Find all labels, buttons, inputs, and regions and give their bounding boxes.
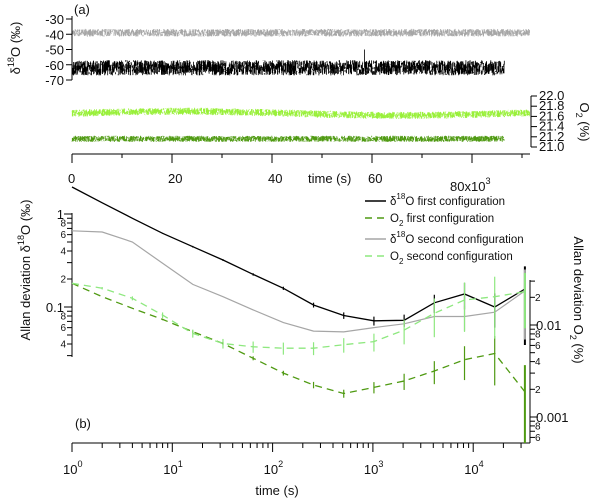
x-tick-label: 0 xyxy=(68,171,75,186)
x-tick-label: 101​ xyxy=(163,459,183,477)
trace-series-0 xyxy=(71,28,530,37)
left-y-axis-label: δ18O (‰) xyxy=(6,22,23,75)
right-y-tick-label: 21.2 xyxy=(539,129,564,144)
right-y-tick-label: 0.01 xyxy=(536,318,561,333)
panel-label: (a) xyxy=(74,2,90,17)
x-tick-label: 103​ xyxy=(364,459,384,477)
legend-label: δ18O second configuration xyxy=(390,230,524,246)
right-y-axis-label: Allan deviation O2​ (%) xyxy=(568,236,586,363)
x-tick-label: 100​ xyxy=(63,459,83,477)
x-tick-label: 80x103​ xyxy=(450,176,491,194)
right-y-tick-label: 4 xyxy=(535,357,541,368)
right-y-tick-label: 6 xyxy=(535,341,541,352)
trace-series-2 xyxy=(71,107,530,119)
left-y-tick-label: -70 xyxy=(45,73,64,88)
right-y-tick-label: 8 xyxy=(535,421,541,432)
left-y-tick-label: 8 xyxy=(60,219,66,230)
right-y-tick-label: 6 xyxy=(535,433,541,444)
legend-label: O2​ second configuration xyxy=(390,251,513,266)
legend: δ18O first configuration O2​ first config… xyxy=(365,192,524,266)
series-line-1 xyxy=(71,282,526,395)
panel-a: 0 20 40 60 80x103​ time (s) -30-40-50-60-70 δ18… xyxy=(6,2,592,194)
right-y-tick-label: 8 xyxy=(535,329,541,340)
x-axis-label: time (s) xyxy=(308,171,351,186)
legend-label: O2​ first configuration xyxy=(390,213,494,228)
x-tick-label: 20 xyxy=(168,171,182,186)
x-tick-label: 104​ xyxy=(464,459,484,477)
left-y-tick-label: 6 xyxy=(60,323,66,334)
right-y-tick-label: 21.8 xyxy=(539,98,564,113)
x-tick-label: 60 xyxy=(368,171,382,186)
left-y-tick-label: 1 xyxy=(57,207,64,222)
trace-series-1 xyxy=(71,49,505,76)
left-y-tick-label: 8 xyxy=(60,312,66,323)
left-y-tick-label: 0.1 xyxy=(46,300,64,315)
left-y-tick-label: -40 xyxy=(45,27,64,42)
x-axis-label: time (s) xyxy=(255,483,298,498)
right-y-axis-label: O2​ (%) xyxy=(574,102,592,141)
right-y-tick-label: 21.6 xyxy=(539,108,564,123)
left-y-tick-label: -50 xyxy=(45,43,64,58)
series-line-0 xyxy=(71,186,526,322)
right-y-tick-label: 0.001 xyxy=(536,410,569,425)
right-y-tick-label: 2 xyxy=(535,293,541,304)
right-y-tick-label: 2 xyxy=(535,385,541,396)
right-y-tick-label: 21.0 xyxy=(539,139,564,154)
legend-label: δ18O first configuration xyxy=(390,192,505,208)
left-y-tick-label: -60 xyxy=(45,58,64,73)
series-line-3 xyxy=(71,282,526,349)
trace-series-3 xyxy=(71,135,505,142)
panel-b: 100​101​102​103​104​time (s)186420.1864A… xyxy=(16,186,586,498)
left-y-tick-label: 4 xyxy=(60,340,66,351)
left-y-tick-label: 2 xyxy=(60,275,66,286)
left-y-tick-label: -30 xyxy=(45,12,64,27)
x-tick-label: 102​ xyxy=(264,459,284,477)
left-y-tick-label: 6 xyxy=(60,230,66,241)
left-y-tick-label: 4 xyxy=(60,247,66,258)
panel-label: (b) xyxy=(75,416,91,431)
right-y-tick-label: 21.4 xyxy=(539,119,564,134)
right-y-tick-label: 22.0 xyxy=(539,88,564,103)
x-tick-label: 40 xyxy=(268,171,282,186)
left-y-axis-label: Allan deviation δ18O (‰) xyxy=(16,200,33,341)
series-line-2 xyxy=(71,230,526,333)
